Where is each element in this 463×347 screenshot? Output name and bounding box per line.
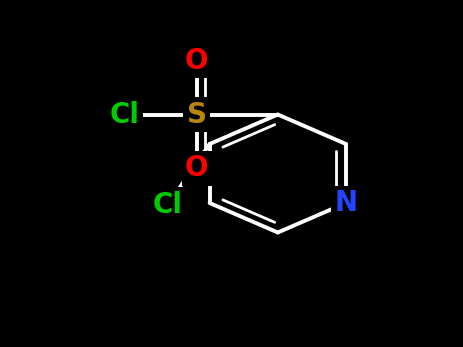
Text: O: O [185,47,208,75]
Text: Cl: Cl [153,191,183,219]
Text: Cl: Cl [110,101,140,128]
Text: N: N [334,189,357,217]
Text: O: O [185,154,208,182]
Text: S: S [187,101,207,128]
